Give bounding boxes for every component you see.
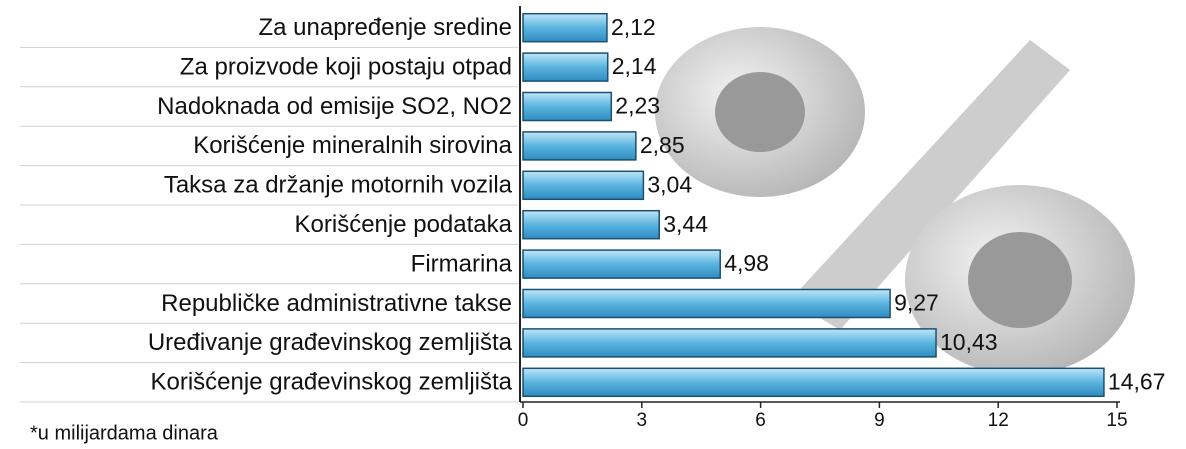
value-label: 2,12 — [611, 14, 656, 40]
bar — [523, 211, 659, 239]
y-tick-label: Za unapređenje sredine — [258, 14, 512, 41]
value-label: 4,98 — [724, 250, 769, 276]
bar — [523, 93, 611, 121]
value-label: 3,04 — [647, 171, 692, 197]
value-label: 2,23 — [615, 93, 660, 119]
y-tick-label: Republičke administrativne takse — [161, 290, 512, 317]
y-tick-label: Korišćenje podataka — [295, 211, 513, 238]
bar — [523, 53, 608, 81]
x-tick-label: 3 — [637, 410, 648, 431]
y-tick-label: Korišćenje mineralnih sirovina — [193, 132, 512, 159]
footnote: *u milijardama dinara — [30, 422, 219, 444]
value-label: 9,27 — [894, 290, 939, 316]
bar — [523, 368, 1104, 396]
value-label: 14,67 — [1108, 368, 1166, 394]
y-tick-label: Za proizvode koji postaju otpad — [180, 53, 512, 80]
value-label: 3,44 — [663, 211, 708, 237]
bar — [523, 14, 607, 42]
bar — [523, 171, 643, 199]
y-tick-label: Uređivanje građevinskog zemljišta — [148, 329, 513, 356]
bar — [523, 132, 636, 160]
x-tick-label: 12 — [988, 410, 1009, 431]
y-tick-label: Firmarina — [411, 250, 513, 277]
bar — [523, 329, 936, 357]
value-label: 2,14 — [612, 53, 657, 79]
chart: *u milijardama dinara 0 3 6 9 12 15 Za unapređ… — [0, 0, 1186, 449]
y-tick-label: Nadoknada od emisije SO2, NO2 — [157, 93, 512, 120]
bar — [523, 290, 890, 318]
x-tick-label: 9 — [874, 410, 885, 431]
x-tick-label: 6 — [755, 410, 766, 431]
value-label: 2,85 — [640, 132, 685, 158]
y-tick-label: Korišćenje građevinskog zemljišta — [151, 369, 513, 396]
percent-decoration — [655, 27, 1135, 375]
x-tick-label: 0 — [518, 410, 529, 431]
y-tick-label: Taksa za držanje motornih vozila — [164, 172, 513, 199]
x-tick-label: 15 — [1106, 410, 1127, 431]
value-label: 10,43 — [940, 329, 998, 355]
bar — [523, 250, 720, 278]
